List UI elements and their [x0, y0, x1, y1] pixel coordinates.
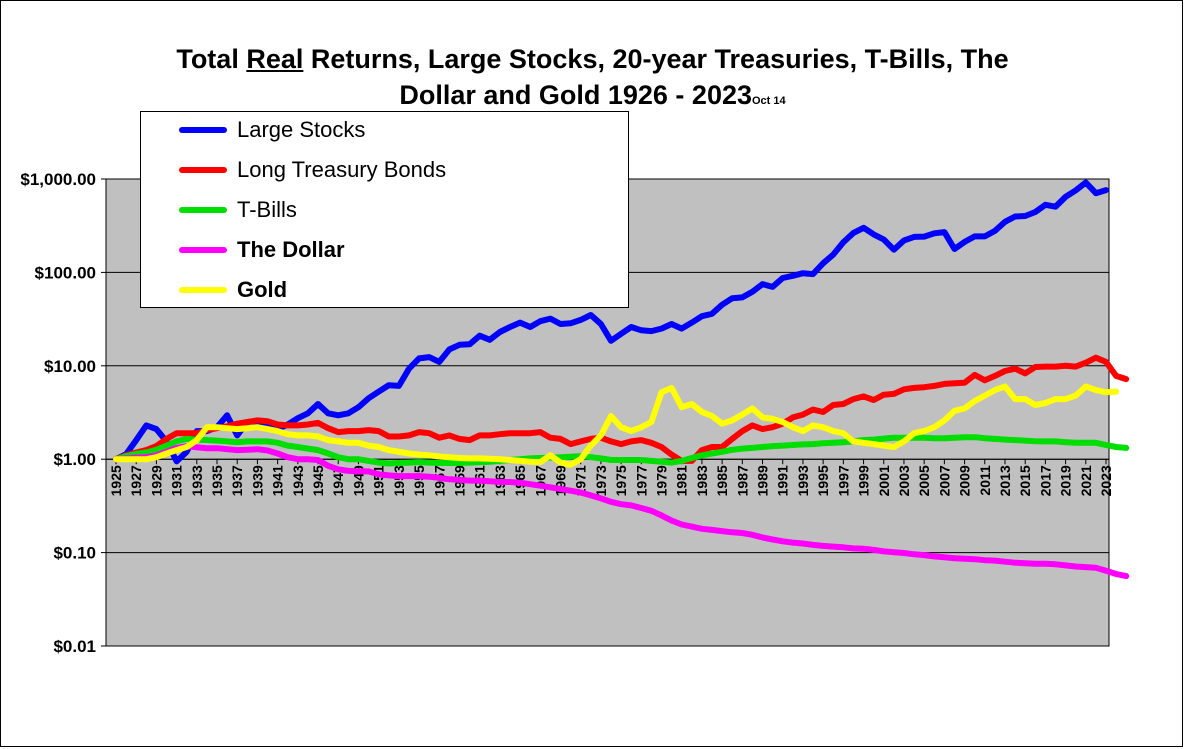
- y-axis: $0.01 $0.10 $1.00 $10.00 $100.00 $1,000.00: [20, 170, 96, 656]
- x-tick-label-37: 1999: [856, 465, 872, 496]
- x-tick-label-46: 2017: [1037, 465, 1053, 496]
- legend-swatch-gold: [179, 287, 227, 293]
- legend-swatch-long-treasury-bonds: [179, 167, 227, 173]
- x-tick-label-35: 1995: [815, 465, 831, 496]
- x-tick-label-27: 1979: [654, 465, 670, 496]
- legend: Large Stocks Long Treasury Bonds T-Bills…: [140, 111, 629, 308]
- x-tick-label-5: 1935: [209, 465, 225, 496]
- legend-item-long-treasury-bonds: Long Treasury Bonds: [179, 154, 447, 186]
- x-tick-label-29: 1983: [694, 465, 710, 496]
- title-date-suffix: Oct 14: [752, 95, 786, 107]
- x-tick-label-8: 1941: [270, 465, 286, 496]
- y-tick-label-0: $0.01: [53, 637, 96, 656]
- legend-item-the-dollar: The Dollar: [179, 234, 345, 266]
- legend-label-the-dollar: The Dollar: [237, 237, 345, 262]
- legend-label-long-treasury-bonds: Long Treasury Bonds: [237, 157, 447, 182]
- x-tick-label-47: 2019: [1058, 465, 1074, 496]
- x-tick-label-38: 2001: [876, 465, 892, 496]
- series-line-long-treasury-bonds: [113, 354, 1130, 464]
- x-tick-label-9: 1943: [290, 465, 306, 496]
- y-tick-label-3: $10.00: [44, 357, 96, 376]
- x-axis: 1925 1927 1929 1931 1933 1935 1937 1939 1941 1943…: [106, 458, 1114, 496]
- legend-swatch-the-dollar: [179, 247, 227, 253]
- x-tick-label-7: 1939: [249, 465, 265, 496]
- x-tick-label-15: 1955: [411, 465, 427, 496]
- title-underlined-word: Real: [246, 44, 304, 74]
- series-line-the-dollar: [113, 443, 1130, 580]
- legend-swatch-large-stocks: [179, 127, 227, 133]
- x-tick-label-41: 2007: [936, 465, 952, 496]
- x-tick-label-44: 2013: [997, 465, 1013, 496]
- x-tick-label-4: 1933: [189, 465, 205, 496]
- x-tick-label-49: 2023: [1098, 465, 1114, 496]
- legend-swatch-t-bills: [179, 207, 227, 213]
- y-tick-label-4: $100.00: [35, 263, 96, 282]
- x-tick-label-21: 1967: [532, 465, 548, 496]
- series: [113, 179, 1130, 580]
- chart-title-line2: Dollar and Gold 1926 - 2023Oct 14: [399, 80, 786, 110]
- x-tick-label-39: 2003: [896, 465, 912, 496]
- x-tick-label-23: 1971: [573, 465, 589, 496]
- x-tick-label-28: 1981: [674, 465, 690, 496]
- x-tick-label-40: 2005: [916, 465, 932, 496]
- x-tick-label-43: 2011: [977, 465, 993, 496]
- series-line-t-bills: [113, 434, 1130, 467]
- legend-label-large-stocks: Large Stocks: [237, 117, 366, 142]
- series-line-gold: [113, 383, 1120, 468]
- legend-label-t-bills: T-Bills: [237, 197, 297, 222]
- x-tick-label-30: 1985: [714, 465, 730, 496]
- x-tick-label-32: 1989: [755, 465, 771, 496]
- legend-item-t-bills: T-Bills: [179, 194, 297, 226]
- x-tick-label-6: 1937: [229, 465, 245, 496]
- x-tick-label-25: 1975: [613, 465, 629, 496]
- x-tick-label-26: 1977: [633, 465, 649, 496]
- x-tick-label-1: 1927: [128, 465, 144, 496]
- x-tick-label-48: 2021: [1078, 465, 1094, 496]
- legend-item-large-stocks: Large Stocks: [179, 114, 366, 146]
- x-tick-label-10: 1945: [310, 465, 326, 496]
- x-tick-label-33: 1991: [775, 465, 791, 496]
- y-tick-label-5: $1,000.00: [20, 170, 96, 189]
- x-tick-label-3: 1931: [169, 465, 185, 496]
- x-tick-label-0: 1925: [108, 465, 124, 496]
- y-tick-label-2: $1.00: [53, 450, 96, 469]
- x-tick-label-34: 1993: [795, 465, 811, 496]
- legend-item-gold: Gold: [179, 274, 288, 306]
- x-tick-label-45: 2015: [1017, 465, 1033, 496]
- x-tick-label-36: 1997: [835, 465, 851, 496]
- x-tick-label-2: 1929: [148, 465, 164, 496]
- x-tick-label-31: 1987: [734, 465, 750, 496]
- x-tick-label-24: 1973: [593, 465, 609, 496]
- legend-label-gold: Gold: [237, 277, 288, 302]
- chart-title-line1: Total Real Returns, Large Stocks, 20-yea…: [176, 44, 1009, 74]
- x-tick-label-42: 2009: [957, 465, 973, 496]
- y-tick-label-1: $0.10: [53, 544, 96, 563]
- x-tick-label-14: 1953: [391, 465, 407, 496]
